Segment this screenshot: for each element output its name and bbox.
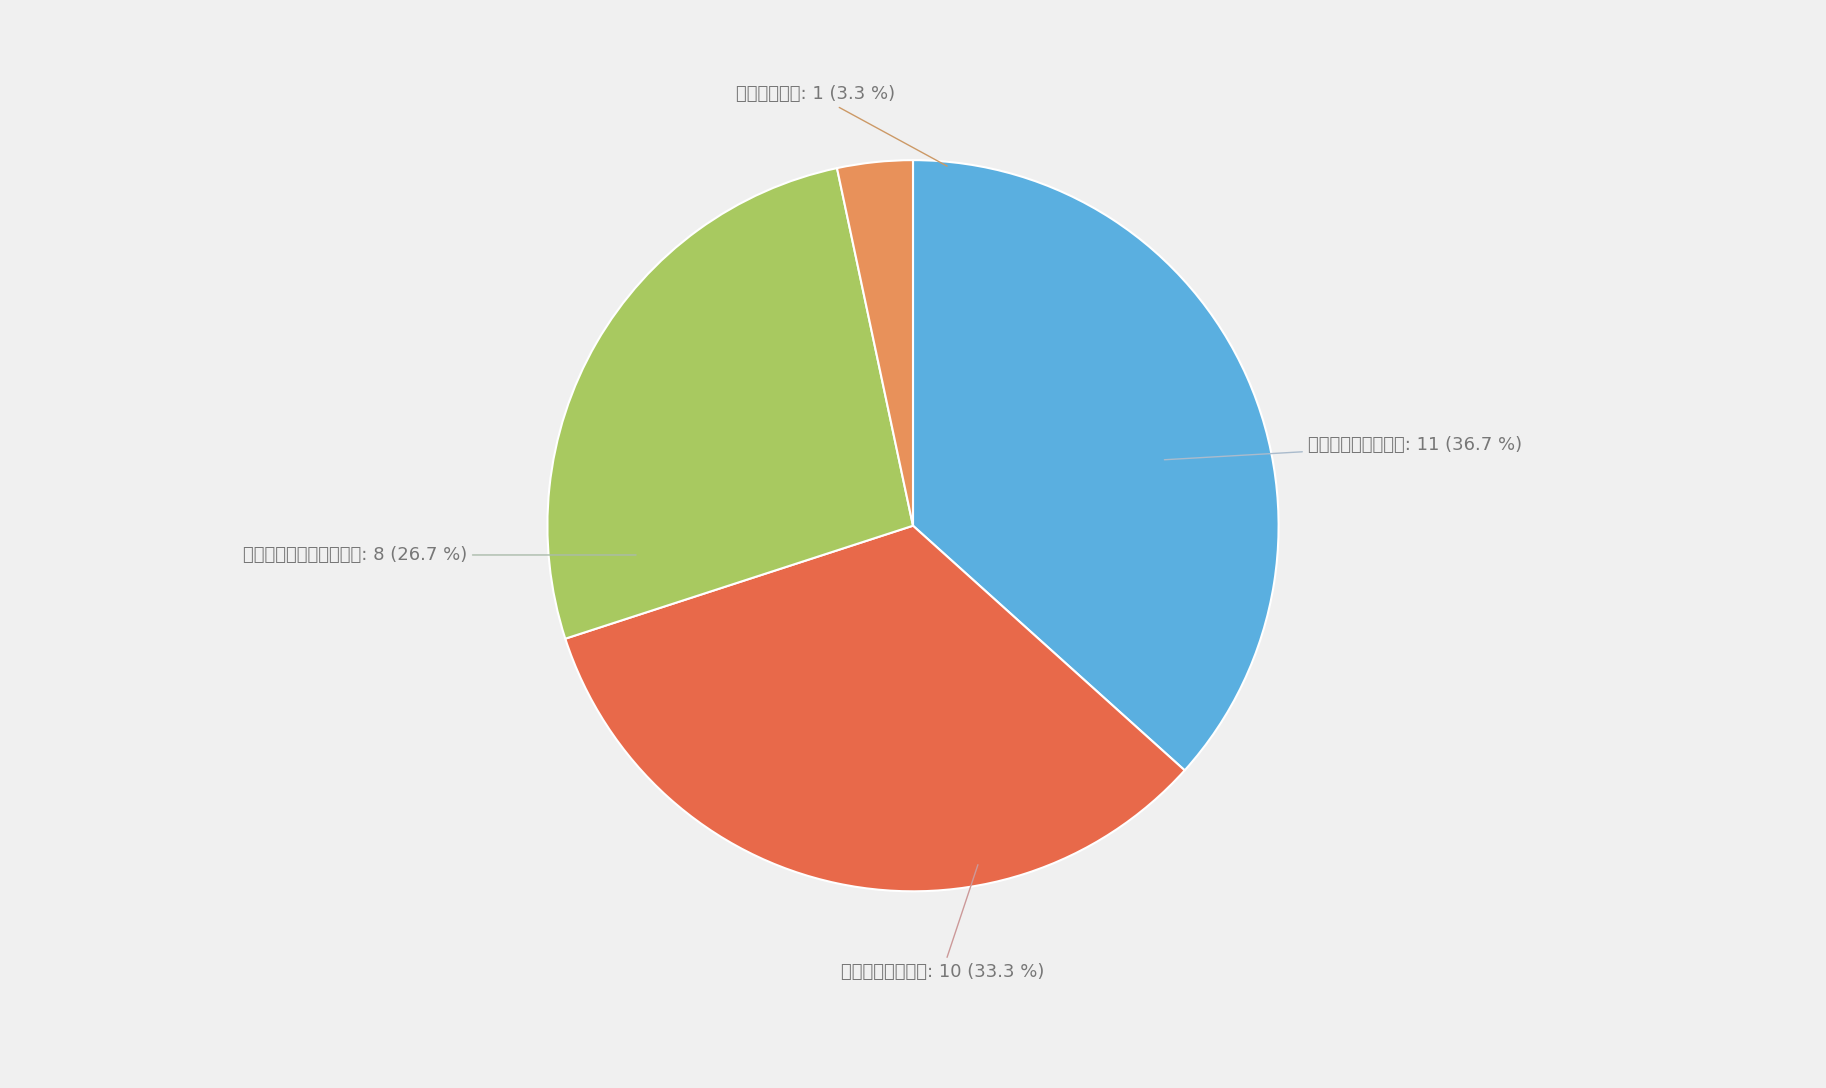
Wedge shape <box>548 169 913 639</box>
Wedge shape <box>836 160 913 526</box>
Wedge shape <box>566 526 1185 891</box>
Text: ライトプラン: 1 (3.3 %): ライトプラン: 1 (3.3 %) <box>736 85 948 166</box>
Text: エンパワーメントプラン: 8 (26.7 %): エンパワーメントプラン: 8 (26.7 %) <box>243 546 635 564</box>
Text: スタンダードプラン: 11 (36.7 %): スタンダードプラン: 11 (36.7 %) <box>1165 436 1521 460</box>
Wedge shape <box>913 160 1278 770</box>
Text: がんばれ！プラン: 10 (33.3 %): がんばれ！プラン: 10 (33.3 %) <box>840 865 1044 980</box>
